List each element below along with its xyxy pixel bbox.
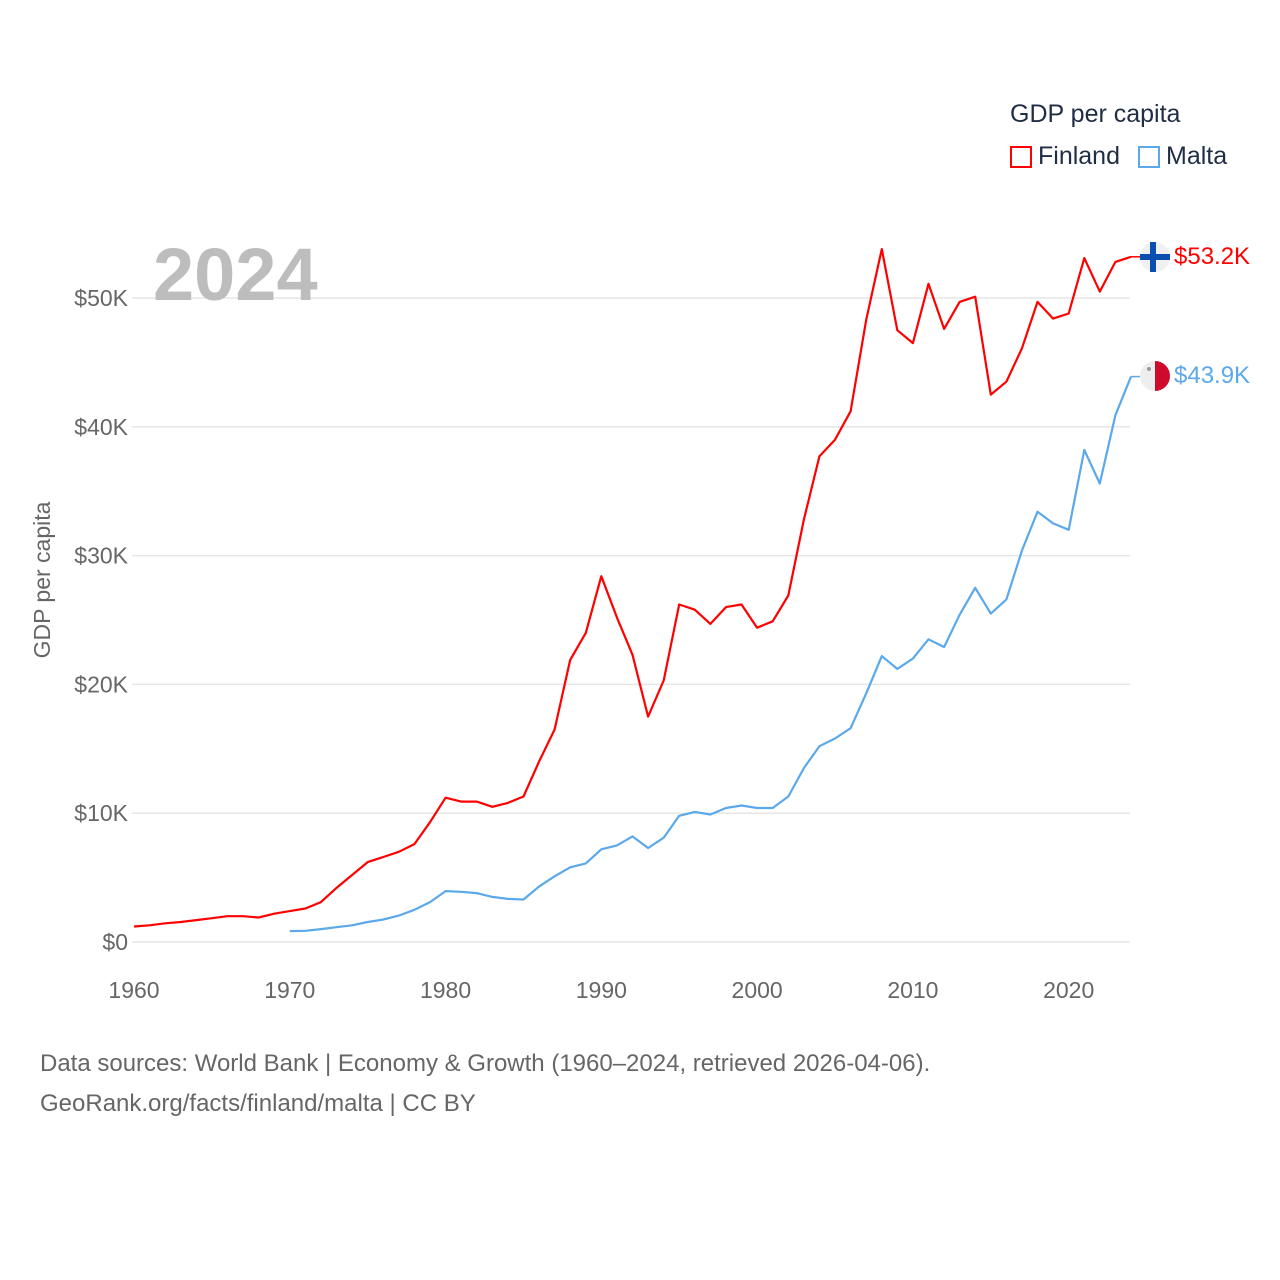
x-tick-label: 1970 (264, 977, 315, 1003)
source-link[interactable]: GeoRank.org/facts/finland/malta | CC BY (40, 1090, 476, 1117)
y-axis-ticks: $0 $10K $20K $30K $40K $50K (74, 285, 128, 955)
legend-label: Malta (1166, 142, 1228, 170)
malta-swatch (1138, 145, 1160, 168)
y-tick-label: $0 (102, 929, 128, 955)
y-tick-label: $50K (74, 285, 128, 311)
x-tick-label: 2010 (887, 977, 938, 1003)
series-lines (133, 248, 1140, 933)
legend-item-malta[interactable]: Malta (1138, 142, 1227, 171)
malta-flag-icon (1140, 361, 1170, 391)
y-tick-label: $30K (74, 543, 128, 569)
x-tick-label: 2020 (1043, 977, 1094, 1003)
series-line-finland (133, 248, 1132, 928)
malta-end-label: $43.9K (1174, 362, 1250, 389)
legend-title: GDP per capita (1010, 100, 1181, 128)
x-tick-label: 1990 (576, 977, 627, 1003)
legend-item-finland[interactable]: Finland (1010, 142, 1120, 171)
finland-end-label: $53.2K (1174, 243, 1250, 270)
x-axis-ticks: 1960 1970 1980 1990 2000 2010 2020 (108, 977, 1094, 1003)
grid-lines (132, 297, 1130, 943)
x-tick-label: 1980 (420, 977, 471, 1003)
footer: Data sources: World Bank | Economy & Gro… (40, 1044, 930, 1124)
series-line-malta (289, 376, 1133, 933)
x-tick-label: 2000 (732, 977, 783, 1003)
finland-flag-icon (1140, 242, 1170, 272)
data-sources: Data sources: World Bank | Economy & Gro… (40, 1050, 931, 1077)
year-watermark: 2024 (153, 233, 318, 316)
y-tick-label: $10K (74, 800, 128, 826)
y-tick-label: $40K (74, 414, 128, 440)
legend-label: Finland (1038, 142, 1120, 170)
finland-swatch (1010, 145, 1032, 168)
y-axis-label: GDP per capita (29, 501, 55, 658)
y-tick-label: $20K (74, 671, 128, 697)
x-tick-label: 1960 (108, 977, 159, 1003)
legend: Finland Malta (1010, 142, 1227, 171)
